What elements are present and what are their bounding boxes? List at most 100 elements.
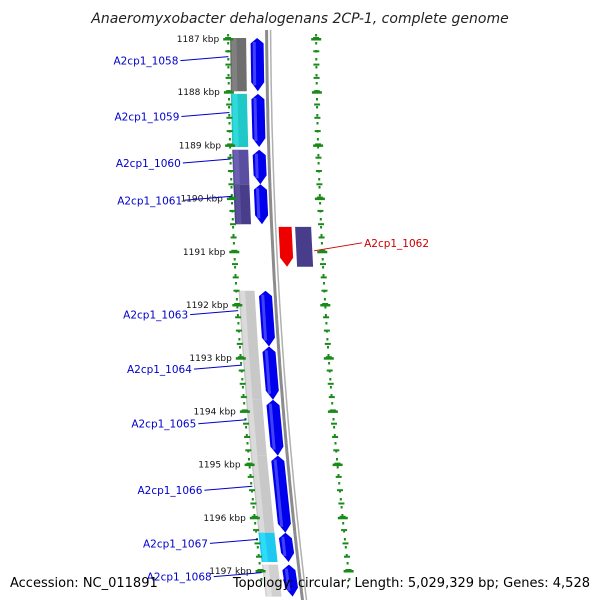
guide-dot xyxy=(324,306,327,309)
major-tick xyxy=(223,38,234,41)
label-leader xyxy=(182,158,231,164)
gene-a2cp1-1059[interactable] xyxy=(230,93,266,148)
minor-tick xyxy=(332,436,339,438)
gene-a2cp1-1068[interactable] xyxy=(261,564,298,597)
guide-dot xyxy=(315,42,318,45)
gene-arrow-highlight xyxy=(273,459,284,527)
minor-tick xyxy=(313,76,320,79)
gene-label[interactable]: A2cp1_1064 xyxy=(127,364,192,376)
minor-tick xyxy=(342,542,349,545)
major-tick xyxy=(235,357,246,360)
kbp-tick-label: 1196 kbp xyxy=(203,514,246,524)
minor-tick xyxy=(331,422,337,425)
guide-dot xyxy=(253,514,256,517)
gene-block xyxy=(295,226,314,267)
guide-dot xyxy=(333,426,336,429)
topology-text: Topology: circular; Length: 5,029,329 bp… xyxy=(232,576,590,591)
guide-dot xyxy=(231,202,234,205)
guide-dot xyxy=(239,354,242,357)
guide-dot xyxy=(341,514,344,517)
guide-dot xyxy=(244,418,247,421)
guide-dot xyxy=(227,82,230,85)
minor-tick xyxy=(341,529,348,532)
guide-dot xyxy=(319,218,322,221)
gene-a2cp1-1062[interactable] xyxy=(278,226,314,267)
minor-tick xyxy=(317,209,324,212)
minor-tick xyxy=(254,542,261,545)
major-tick xyxy=(232,304,243,307)
guide-dot xyxy=(339,498,342,501)
gene-block-highlight xyxy=(263,564,273,597)
gene-label[interactable]: A2cp1_1060 xyxy=(116,158,181,170)
minor-tick xyxy=(229,209,236,212)
gene-a2cp1-1067[interactable] xyxy=(258,532,295,563)
label-leader xyxy=(314,242,363,252)
title-band xyxy=(0,0,600,30)
minor-tick xyxy=(320,276,327,279)
backbone-line xyxy=(269,0,308,600)
gene-label[interactable]: A2cp1_1059 xyxy=(114,111,179,123)
gene-arrow-highlight xyxy=(261,294,268,341)
guide-dot xyxy=(318,178,321,181)
gene-label[interactable]: A2cp1_1065 xyxy=(131,419,196,431)
kbp-tick-label: 1191 kbp xyxy=(183,248,226,258)
guide-dot xyxy=(229,146,232,149)
guide-dot xyxy=(336,458,338,461)
minor-tick xyxy=(338,502,345,505)
gene-label[interactable]: A2cp1_1068 xyxy=(147,572,212,584)
guide-dot xyxy=(234,266,237,269)
minor-tick xyxy=(320,263,326,266)
gene-a2cp1-1058[interactable] xyxy=(230,38,265,92)
gene-a2cp1-1063[interactable] xyxy=(238,290,275,347)
kbp-tick-label: 1190 kbp xyxy=(180,195,223,205)
gene-label[interactable]: A2cp1_1058 xyxy=(113,56,178,68)
gene-label[interactable]: A2cp1_1062 xyxy=(364,238,429,250)
guide-dot xyxy=(323,282,325,285)
minor-tick xyxy=(316,183,323,186)
minor-tick xyxy=(235,329,242,332)
minor-tick xyxy=(226,130,233,133)
gene-arrow-highlight xyxy=(281,536,287,557)
guide-dot xyxy=(343,530,346,533)
guide-dot xyxy=(322,274,325,277)
guide-dot xyxy=(336,466,339,469)
guide-dot xyxy=(260,578,263,581)
guide-dot xyxy=(229,154,232,157)
gene-arrow xyxy=(250,38,265,92)
gene-block-highlight xyxy=(233,149,240,185)
minor-tick xyxy=(245,449,252,452)
minor-tick xyxy=(244,436,251,438)
minor-tick xyxy=(324,342,331,345)
backbone xyxy=(265,0,308,600)
gene-label[interactable]: A2cp1_1063 xyxy=(123,310,188,322)
minor-tick xyxy=(314,130,321,133)
gene-a2cp1-1065[interactable] xyxy=(246,399,284,456)
gene-a2cp1-1064[interactable] xyxy=(242,346,279,400)
minor-tick xyxy=(333,449,340,452)
minor-tick xyxy=(327,382,334,385)
minor-tick xyxy=(256,555,262,558)
major-tick xyxy=(311,38,322,41)
gene-label[interactable]: A2cp1_1061 xyxy=(117,195,182,207)
guide-dot xyxy=(242,394,245,397)
guide-dot xyxy=(321,258,324,261)
major-tick xyxy=(239,410,250,413)
gene-a2cp1-1066[interactable] xyxy=(250,455,291,533)
guide-dot xyxy=(345,554,348,557)
guide-dot xyxy=(331,402,334,405)
guide-dot xyxy=(228,98,230,101)
guide-dot xyxy=(243,402,246,405)
gene-a2cp1-1060[interactable] xyxy=(232,149,267,185)
gene-label[interactable]: A2cp1_1067 xyxy=(143,538,208,550)
gene-a2cp1-1061[interactable] xyxy=(233,184,269,225)
minor-tick xyxy=(315,156,322,159)
guide-dot xyxy=(230,194,233,197)
gene-label[interactable]: A2cp1_1066 xyxy=(137,485,202,497)
kbp-tick-label: 1192 kbp xyxy=(186,301,229,311)
accession-text: Accession: NC_011891 xyxy=(10,576,158,591)
minor-tick xyxy=(225,76,232,79)
minor-tick xyxy=(250,502,257,505)
major-tick xyxy=(337,516,348,520)
minor-tick xyxy=(232,276,239,279)
